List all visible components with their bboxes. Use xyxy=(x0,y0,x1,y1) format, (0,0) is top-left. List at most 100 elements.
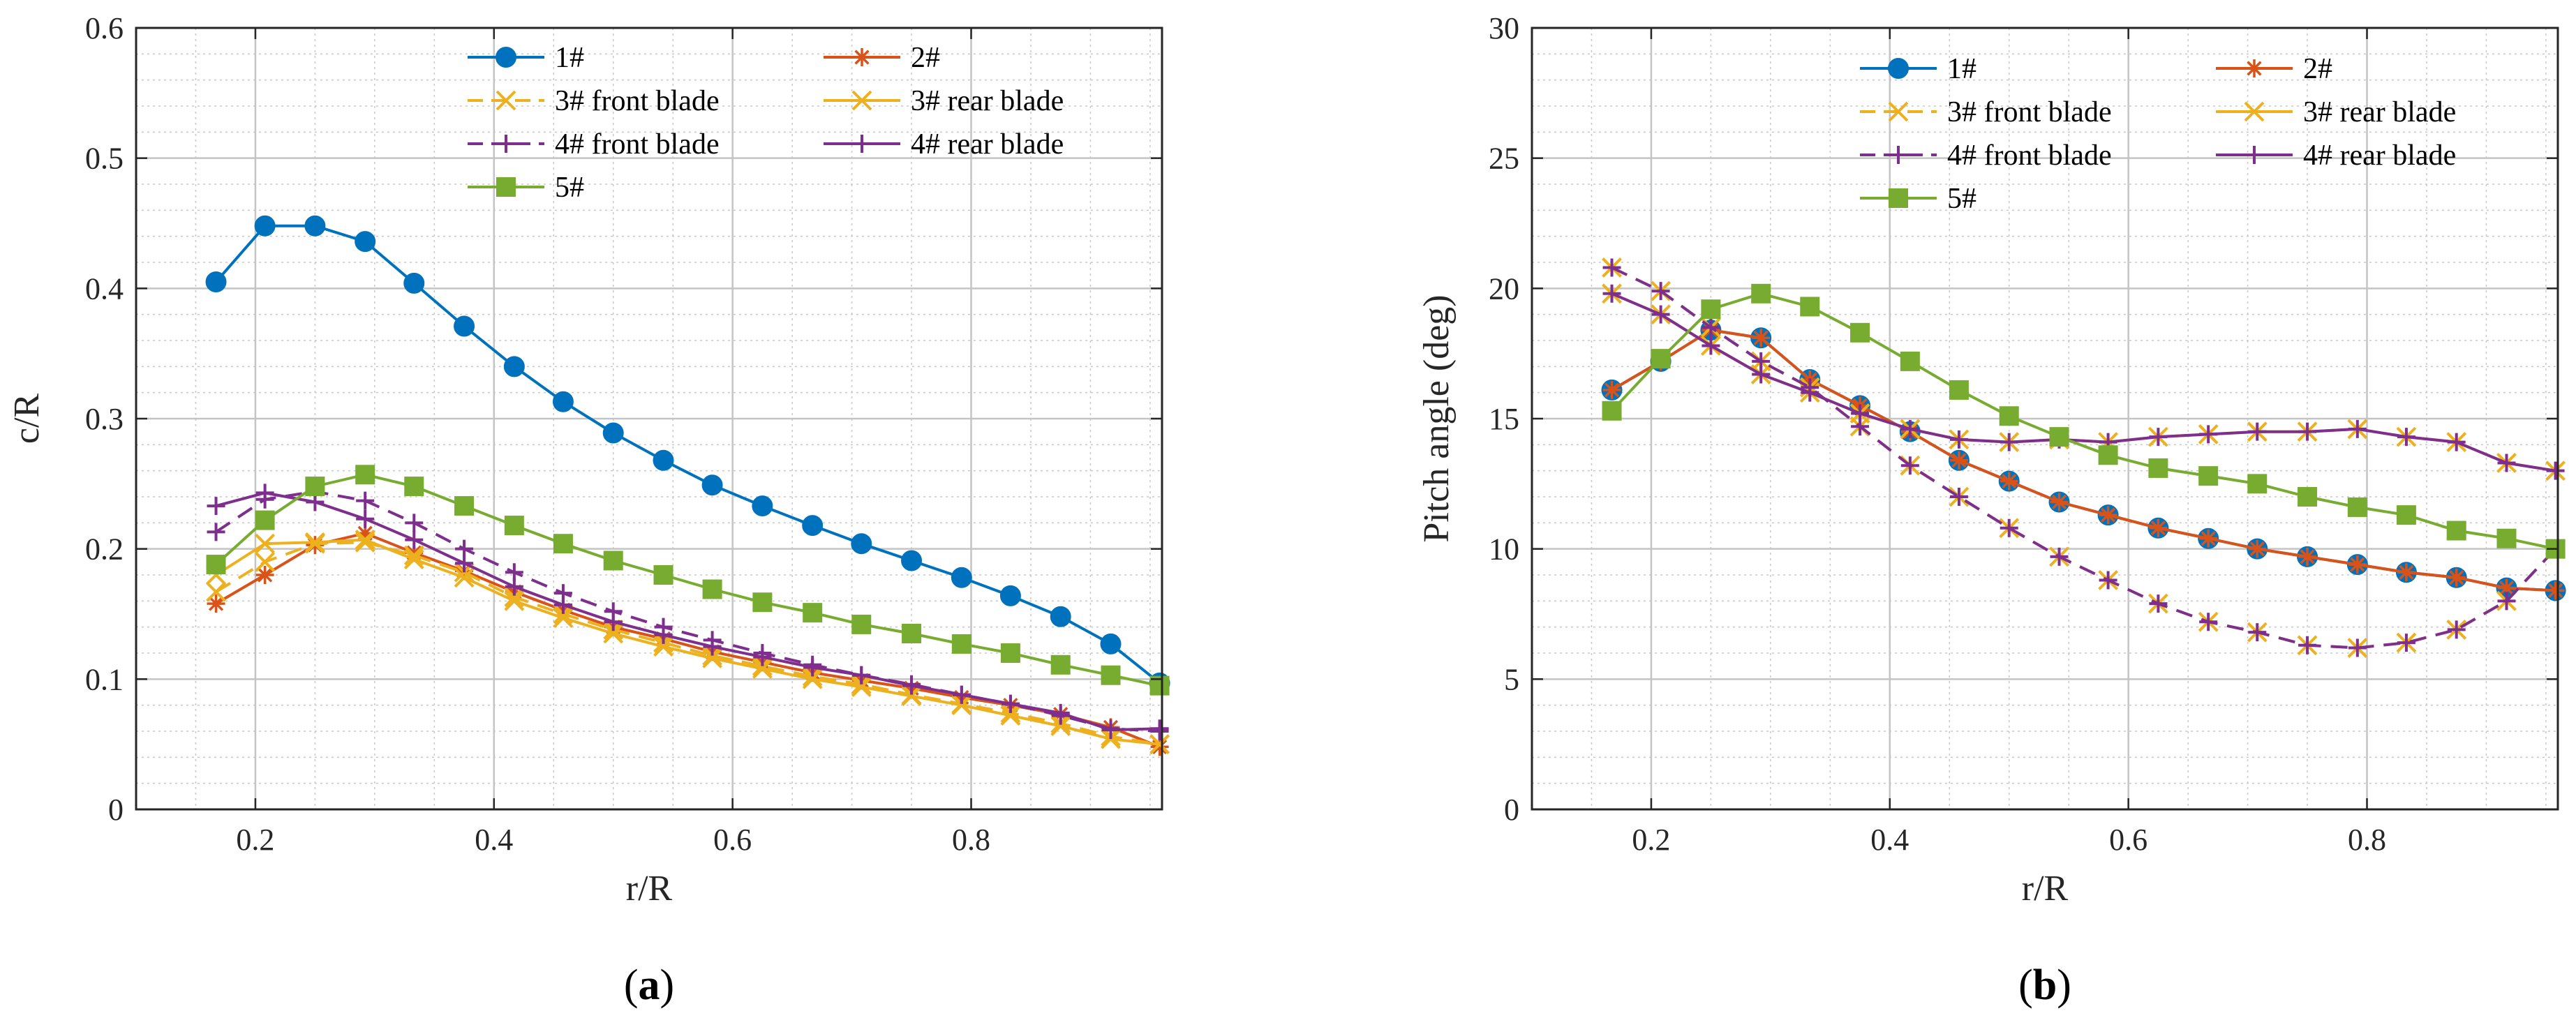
data-point xyxy=(2447,568,2466,587)
x-tick-label: 0.2 xyxy=(236,823,274,857)
data-point xyxy=(403,272,425,294)
legend-marker xyxy=(1888,58,1909,79)
data-point xyxy=(552,391,574,412)
data-point xyxy=(2496,528,2517,548)
data-point xyxy=(1050,606,1071,627)
legend-item: 3# rear blade xyxy=(2216,96,2456,128)
data-point xyxy=(2298,487,2318,507)
data-point xyxy=(356,509,375,528)
data-point xyxy=(405,544,424,562)
panel-b: 0 5 10 15 20 25 30 0.2 0.4 0.6 0.8 r/R Pitch angle (… xyxy=(1417,11,2566,1009)
legend-marker xyxy=(2245,59,2263,77)
data-point xyxy=(504,516,524,536)
x-axis-label: r/R xyxy=(2022,869,2069,908)
legend-label: 1# xyxy=(1947,53,1976,85)
data-point xyxy=(1900,456,1919,475)
y-tick-label: 5 xyxy=(1504,662,1519,696)
data-point xyxy=(851,614,872,634)
data-point xyxy=(2298,636,2317,654)
data-point xyxy=(951,695,972,716)
data-point xyxy=(1101,665,1121,685)
data-point xyxy=(1000,643,1020,663)
data-point xyxy=(952,685,971,704)
data-point xyxy=(454,496,475,516)
data-point xyxy=(1701,299,1721,320)
data-point xyxy=(255,510,275,530)
data-point xyxy=(901,550,923,571)
data-point xyxy=(405,514,424,532)
y-axis-label: c/R xyxy=(7,394,47,444)
data-point xyxy=(604,613,623,631)
data-point xyxy=(2447,620,2466,639)
data-point xyxy=(752,495,773,517)
data-point xyxy=(902,676,921,695)
data-point xyxy=(603,551,623,571)
data-point xyxy=(2149,518,2168,537)
x-tick-label: 0.2 xyxy=(1632,823,1670,857)
data-point xyxy=(1949,380,1969,400)
data-point xyxy=(2396,505,2416,525)
series-6 xyxy=(1602,284,2565,480)
data-point xyxy=(803,603,823,623)
grid xyxy=(1531,27,2558,811)
data-point xyxy=(1949,451,1968,470)
panel-label: (a) xyxy=(624,961,674,1009)
data-point xyxy=(2148,458,2168,478)
y-tick-label: 15 xyxy=(1489,402,1519,436)
y-tick-label: 0.4 xyxy=(85,271,124,306)
data-point xyxy=(2248,623,2267,642)
data-point xyxy=(1602,284,1621,303)
data-point xyxy=(1800,297,1820,317)
data-point xyxy=(255,533,276,554)
legend-item: 4# front blade xyxy=(468,128,720,160)
data-point xyxy=(553,595,572,614)
y-tick-label: 25 xyxy=(1489,142,1519,176)
data-point xyxy=(1851,404,1870,423)
data-point xyxy=(653,636,673,657)
data-point xyxy=(1801,383,1819,402)
data-point xyxy=(454,567,475,588)
legend-item: 5# xyxy=(468,172,584,204)
data-point xyxy=(1900,351,1920,371)
data-point xyxy=(1850,322,1870,343)
data-point xyxy=(2050,493,2069,511)
legend-label: 5# xyxy=(1947,183,1976,215)
legend-marker xyxy=(1888,101,1909,122)
legend-label: 4# rear blade xyxy=(2303,140,2456,172)
data-point xyxy=(703,637,722,656)
data-point xyxy=(1702,318,1720,337)
data-point xyxy=(2298,547,2317,566)
data-point xyxy=(305,477,325,497)
legend-label: 3# front blade xyxy=(555,85,720,117)
legend-marker xyxy=(496,90,516,111)
data-point xyxy=(2099,571,2117,590)
y-tick-label: 0.6 xyxy=(85,11,124,45)
data-point xyxy=(304,215,326,237)
data-point xyxy=(752,658,773,679)
data-point xyxy=(2446,521,2466,541)
y-axis-label: Pitch angle (deg) xyxy=(1417,294,1457,542)
x-tick-label: 0.4 xyxy=(475,823,513,857)
legend-label: 3# rear blade xyxy=(2303,96,2456,128)
data-point xyxy=(2248,422,2267,441)
data-point xyxy=(1150,719,1169,738)
series-7 xyxy=(206,465,1170,696)
data-point xyxy=(951,567,972,588)
series-4 xyxy=(206,530,1170,755)
data-point xyxy=(1101,721,1120,740)
y-tick-label: 0 xyxy=(1504,793,1519,827)
data-point xyxy=(752,656,773,677)
series-line xyxy=(1611,329,2556,592)
data-point xyxy=(752,592,773,613)
data-point xyxy=(1602,401,1622,421)
legend-item: 5# xyxy=(1860,183,1976,215)
legend-marker xyxy=(1889,146,1907,164)
series-line xyxy=(215,491,1160,732)
data-point xyxy=(2248,539,2267,558)
data-point xyxy=(255,484,274,502)
data-point xyxy=(1900,419,1919,438)
legend-marker xyxy=(2245,146,2263,164)
legend-label: 4# rear blade xyxy=(911,128,1064,160)
legend-label: 3# front blade xyxy=(1947,96,2112,128)
